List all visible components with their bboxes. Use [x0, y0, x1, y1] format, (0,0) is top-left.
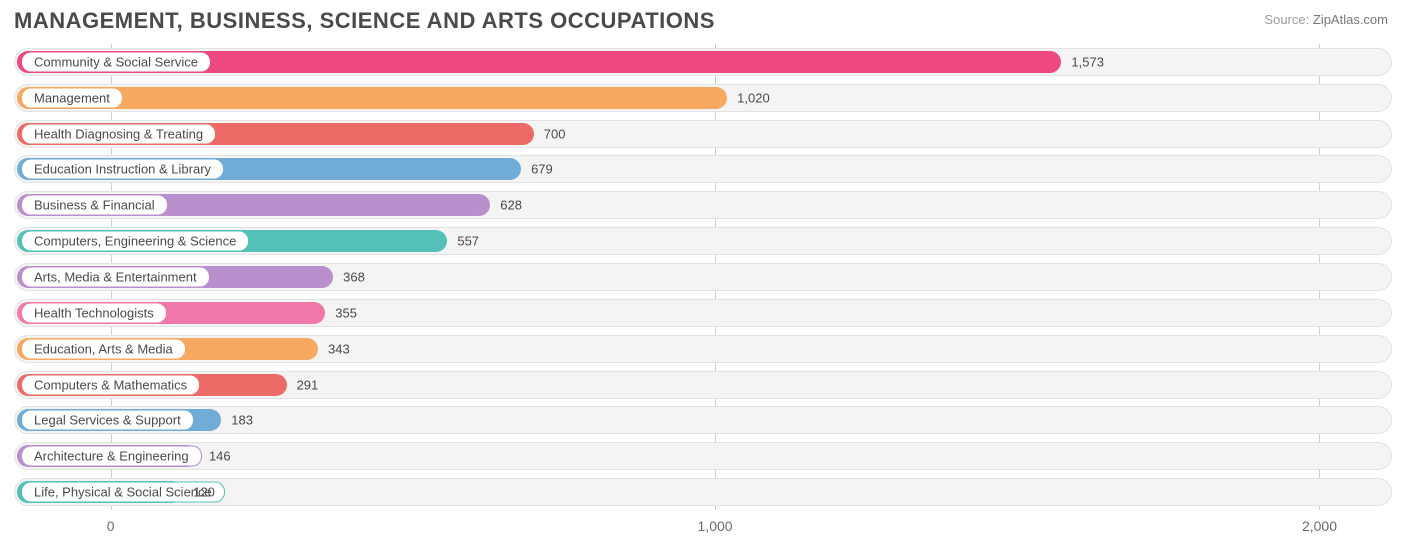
chart-title: MANAGEMENT, BUSINESS, SCIENCE AND ARTS O… [14, 8, 715, 34]
bar-row: Education Instruction & Library 679 [14, 155, 1392, 183]
bar-value: 368 [343, 270, 365, 285]
bar-value: 679 [531, 162, 553, 177]
bar-fill [17, 87, 727, 109]
bar-label-pill: Computers & Mathematics [21, 374, 200, 395]
source-label: Source: [1264, 12, 1309, 27]
bar-row: Computers, Engineering & Science 557 [14, 227, 1392, 255]
bar-value: 120 [193, 485, 215, 500]
x-axis: 0 1,000 2,000 [14, 514, 1392, 538]
bar-row: Legal Services & Support 183 [14, 406, 1392, 434]
bar-label-pill: Business & Financial [21, 195, 168, 216]
x-tick-label: 0 [107, 518, 115, 534]
bar-label-pill: Legal Services & Support [21, 410, 194, 431]
bar-value: 557 [457, 234, 479, 249]
x-tick-label: 1,000 [698, 518, 733, 534]
bar-row: Community & Social Service 1,573 [14, 48, 1392, 76]
bar-label-pill: Health Diagnosing & Treating [21, 123, 216, 144]
bar-value: 146 [209, 449, 231, 464]
chart-area: Community & Social Service 1,573 Managemen… [14, 44, 1392, 538]
bar-label-pill: Arts, Media & Entertainment [21, 267, 210, 288]
bar-label-pill: Computers, Engineering & Science [21, 231, 249, 252]
bar-row: Computers & Mathematics 291 [14, 371, 1392, 399]
bar-label-pill: Education Instruction & Library [21, 159, 224, 180]
bar-label-pill: Management [21, 87, 123, 108]
bar-value: 700 [544, 126, 566, 141]
bar-label-pill: Health Technologists [21, 302, 167, 323]
source-value: ZipAtlas.com [1313, 12, 1388, 27]
bar-value: 343 [328, 341, 350, 356]
bar-value: 291 [297, 377, 319, 392]
bar-row: Life, Physical & Social Science120 [14, 478, 1392, 506]
bar-label-pill: Architecture & Engineering [21, 446, 202, 467]
bar-label-pill: Community & Social Service [21, 51, 211, 72]
bar-row: Arts, Media & Entertainment 368 [14, 263, 1392, 291]
bar-value: 1,573 [1071, 54, 1104, 69]
bar-value: 628 [500, 198, 522, 213]
bar-label-pill: Education, Arts & Media [21, 338, 186, 359]
bar-row: Health Technologists 355 [14, 299, 1392, 327]
plot-region: Community & Social Service 1,573 Managemen… [14, 44, 1392, 510]
bar-row: Health Diagnosing & Treating 700 [14, 120, 1392, 148]
bar-row: Management 1,020 [14, 84, 1392, 112]
bar-value: 355 [335, 305, 357, 320]
source-attribution: Source: ZipAtlas.com [1264, 12, 1388, 27]
x-tick-label: 2,000 [1302, 518, 1337, 534]
bar-row: Education, Arts & Media 343 [14, 335, 1392, 363]
bar-row: Business & Financial 628 [14, 191, 1392, 219]
bar-value: 183 [231, 413, 253, 428]
bar-row: Architecture & Engineering 146 [14, 442, 1392, 470]
bar-value: 1,020 [737, 90, 770, 105]
